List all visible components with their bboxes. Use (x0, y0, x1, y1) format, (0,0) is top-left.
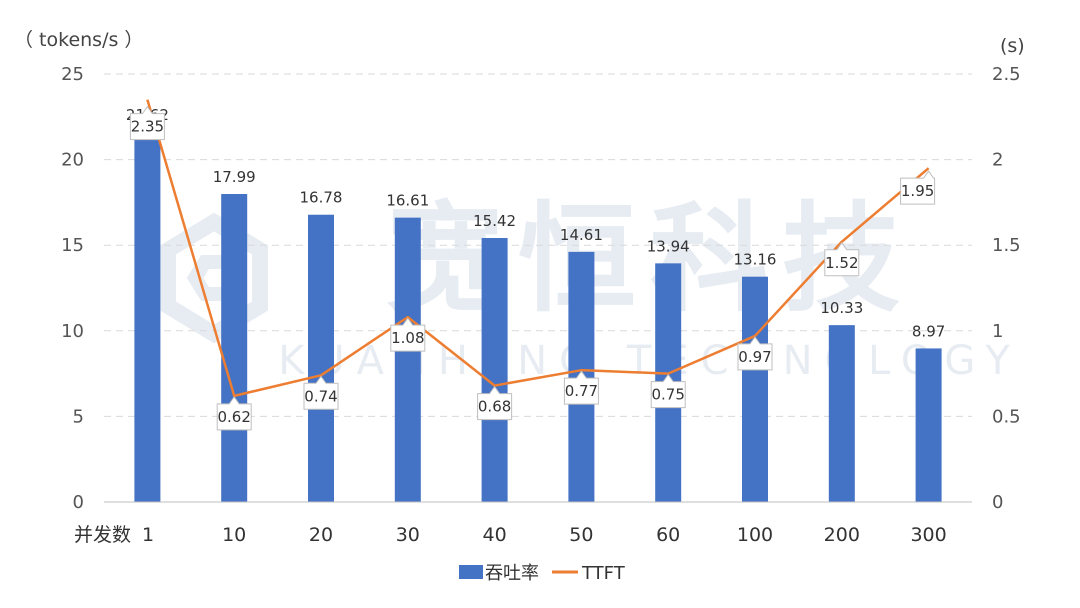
ttft-value-label: 0.74 (304, 387, 337, 405)
bar-value-label: 16.78 (300, 189, 343, 207)
ttft-value-label: 1.52 (825, 254, 858, 272)
y-right-tick-label: 2 (992, 150, 1003, 171)
bar-value-label: 15.42 (473, 212, 516, 230)
bar-series (134, 131, 942, 503)
y-right-tick-label: 2.5 (992, 64, 1021, 85)
ttft-value-label: 0.62 (217, 408, 250, 426)
x-axis-prefix-label: 并发数 (74, 524, 131, 546)
bar (394, 217, 421, 503)
y-left-tick-label: 10 (61, 321, 84, 342)
bar (308, 214, 334, 503)
ttft-callout-box (650, 373, 686, 409)
ttft-callout: 0.97 (737, 336, 773, 371)
y-right-tick-label: 1 (992, 321, 1003, 342)
bar (481, 238, 508, 503)
right-axis-unit-label: (s) (1000, 35, 1025, 57)
legend-label-ttft: TTFT (581, 563, 626, 584)
line-series (146, 99, 930, 398)
ttft-callout: 1.52 (824, 241, 860, 277)
ttft-callout-box (737, 336, 773, 371)
ttft-callout: 0.75 (650, 373, 686, 409)
x-tick-label: 30 (396, 524, 420, 546)
bar (915, 348, 942, 502)
ttft-value-label: 0.77 (565, 382, 598, 400)
watermark: 宽恒科技 KUANHENG TECHNOLOGY (160, 190, 1022, 384)
watermark-main-text: 宽恒科技 (386, 190, 914, 328)
bar-value-label: 8.97 (912, 322, 945, 340)
ttft-callout-box (563, 370, 599, 405)
bar-value-label: 10.33 (820, 299, 863, 317)
ttft-callout-box (390, 317, 426, 352)
bar-value-label: 13.16 (734, 251, 777, 269)
x-tick-label: 200 (824, 524, 860, 546)
y-left-tick-label: 20 (61, 150, 84, 171)
ttft-value-label: 1.95 (901, 182, 934, 200)
x-tick-label: 1 (142, 524, 154, 546)
bar (828, 325, 855, 502)
ttft-callout-box (216, 395, 252, 431)
x-tick-label: 40 (483, 524, 507, 546)
ttft-callout-box (900, 170, 936, 205)
ttft-value-label: 2.35 (131, 118, 164, 136)
ttft-callout: 1.95 (900, 170, 936, 205)
x-tick-label: 100 (737, 524, 773, 546)
left-axis-unit-label: （ tokens/s ） (14, 29, 143, 51)
y-left-tick-label: 25 (61, 64, 84, 85)
x-tick-label: 60 (656, 524, 680, 546)
x-tick-label: 10 (222, 524, 246, 546)
y-right-tick-label: 0 (992, 492, 1003, 513)
ttft-callout-box (477, 385, 513, 421)
ttft-callout-box (303, 375, 339, 410)
ttft-callout: 0.74 (303, 375, 339, 410)
watermark-logo-icon (160, 212, 268, 344)
ttft-callout: 2.35 (129, 105, 165, 141)
bar-value-label: 13.94 (647, 237, 690, 255)
ttft-value-label: 0.68 (478, 398, 511, 416)
ttft-callout: 0.68 (477, 385, 513, 421)
x-tick-label: 50 (569, 524, 593, 546)
ttft-value-label: 0.97 (738, 348, 771, 366)
bar (742, 276, 768, 502)
ttft-callout: 1.08 (390, 317, 426, 352)
legend: 吞吐率 TTFT (459, 563, 626, 584)
ttft-callout: 0.77 (563, 370, 599, 405)
watermark-sub-text: KUANHENG TECHNOLOGY (278, 338, 1022, 384)
bar (221, 194, 248, 502)
y-left-tick-label: 0 (73, 492, 84, 513)
bar-value-label: 17.99 (213, 168, 256, 186)
legend-label-throughput: 吞吐率 (485, 563, 539, 584)
y-right-tick-label: 1.5 (992, 235, 1021, 256)
bar (134, 131, 161, 502)
ttft-value-label: 0.75 (651, 386, 684, 404)
ttft-callout: 0.62 (216, 395, 252, 431)
y-left-tick-label: 15 (61, 235, 84, 256)
x-tick-label: 300 (910, 524, 946, 546)
y-left-tick-label: 5 (73, 406, 84, 427)
x-tick-label: 20 (309, 524, 333, 546)
data-labels: 21.6217.9916.7816.6115.4214.6113.9413.16… (126, 105, 945, 431)
ttft-line (146, 99, 930, 398)
ttft-value-label: 1.08 (391, 329, 424, 347)
bar-value-label: 14.61 (560, 226, 603, 244)
y-right-tick-label: 0.5 (992, 406, 1021, 427)
ttft-callout-box (129, 105, 165, 141)
ttft-callout-box (824, 241, 860, 277)
legend-swatch-throughput (459, 565, 483, 579)
bar-value-label: 16.61 (386, 192, 429, 210)
